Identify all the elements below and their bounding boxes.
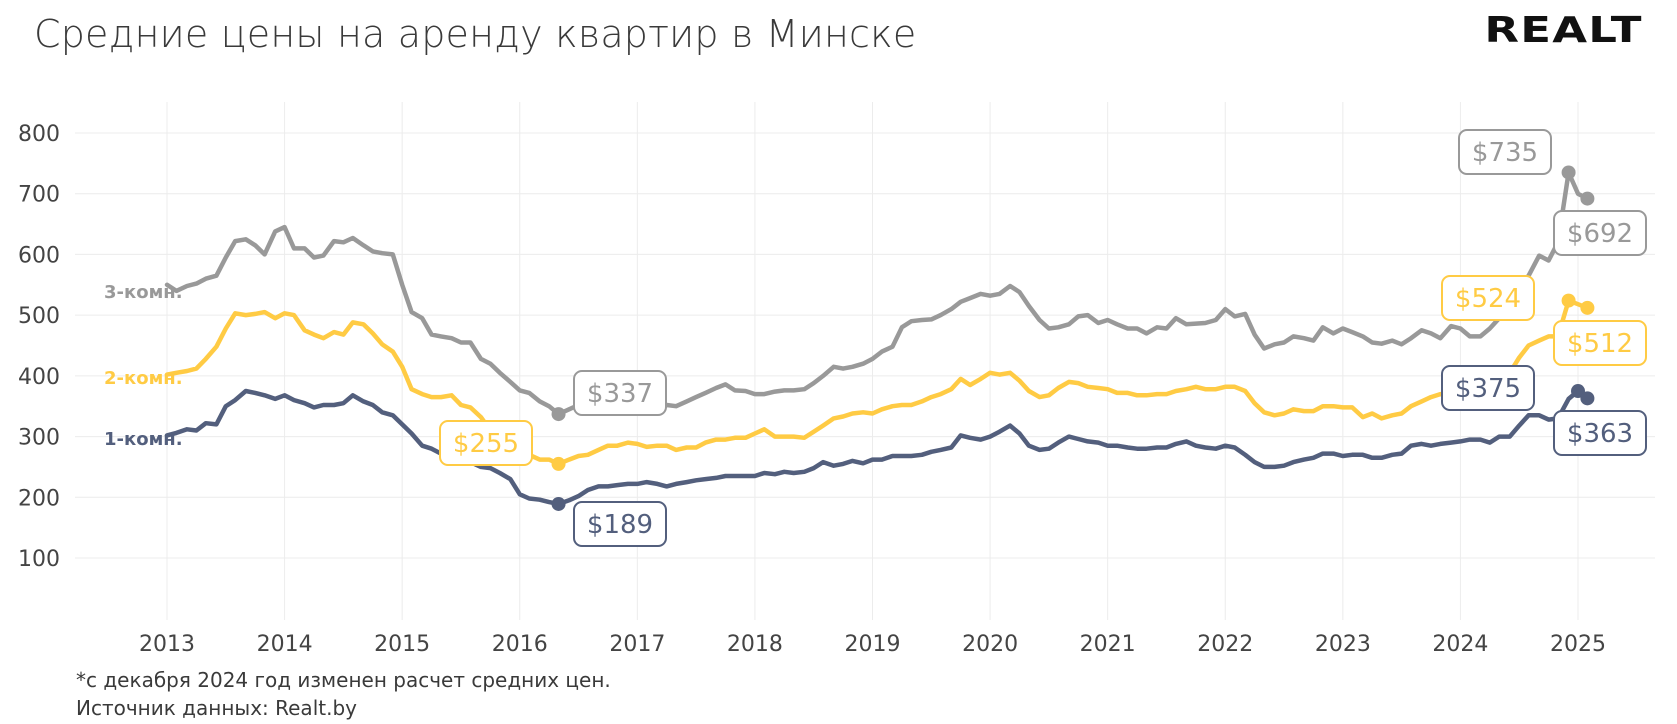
- source-note: Источник данных: Realt.by: [76, 696, 357, 720]
- footnote: *с декабря 2024 год изменен расчет средн…: [76, 668, 611, 692]
- callout-label: $375: [1455, 374, 1521, 404]
- x-tick-label: 2021: [1080, 632, 1136, 657]
- realt-logo: REALT: [1484, 10, 1643, 51]
- callout-box: [1441, 365, 1535, 411]
- data-point-marker: [551, 496, 566, 511]
- callout-label: $524: [1455, 284, 1521, 314]
- callout-box: [1441, 275, 1535, 321]
- x-tick-label: 2013: [139, 632, 195, 657]
- callout-box: [1458, 129, 1552, 175]
- callout-label: $255: [453, 429, 519, 459]
- x-tick-label: 2024: [1432, 632, 1488, 657]
- x-tick-label: 2014: [257, 632, 313, 657]
- series-line: [164, 298, 1590, 467]
- callout-label: $512: [1567, 329, 1633, 359]
- callout-box: [573, 370, 667, 416]
- data-point-marker: [1561, 293, 1576, 308]
- x-tick-label: 2025: [1550, 632, 1606, 657]
- series-label: 2-комн.: [104, 368, 183, 389]
- callout-box: [1553, 210, 1647, 256]
- y-tick-label: 600: [18, 243, 60, 268]
- callout-box: [439, 420, 533, 466]
- series-label: 3-комн.: [104, 282, 183, 303]
- x-tick-label: 2022: [1197, 632, 1253, 657]
- x-tick-label: 2020: [962, 632, 1018, 657]
- data-point-marker: [1580, 191, 1595, 206]
- y-tick-label: 400: [18, 365, 60, 390]
- y-tick-label: 700: [18, 183, 60, 208]
- callout-box: [1553, 410, 1647, 456]
- x-tick-label: 2019: [845, 632, 901, 657]
- y-tick-label: 200: [18, 486, 60, 511]
- data-point-marker: [1571, 384, 1585, 399]
- data-point-marker: [551, 407, 566, 422]
- y-tick-label: 500: [18, 304, 60, 329]
- callout-box: [1553, 320, 1647, 366]
- callout-label: $337: [587, 379, 653, 409]
- y-tick-label: 300: [18, 426, 60, 451]
- data-point-marker: [1580, 391, 1595, 406]
- y-tick-label: 800: [18, 122, 60, 147]
- callout-label: $692: [1567, 219, 1633, 249]
- x-tick-label: 2023: [1315, 632, 1371, 657]
- callout-box: [573, 501, 667, 547]
- chart-title: Средние цены на аренду квартир в Минске: [34, 12, 917, 56]
- callout-label: $363: [1567, 419, 1633, 449]
- y-tick-label: 100: [18, 547, 60, 572]
- series-line: [164, 388, 1590, 507]
- x-tick-label: 2016: [492, 632, 548, 657]
- x-tick-label: 2015: [374, 632, 430, 657]
- data-point-marker: [1580, 300, 1595, 315]
- series-line: [164, 170, 1590, 417]
- series-label: 1-комн.: [104, 429, 183, 450]
- data-point-marker: [551, 456, 566, 471]
- x-tick-label: 2017: [609, 632, 665, 657]
- callout-label: $735: [1472, 138, 1538, 168]
- x-tick-label: 2018: [727, 632, 783, 657]
- callout-label: $189: [587, 510, 653, 540]
- data-point-marker: [1561, 165, 1576, 180]
